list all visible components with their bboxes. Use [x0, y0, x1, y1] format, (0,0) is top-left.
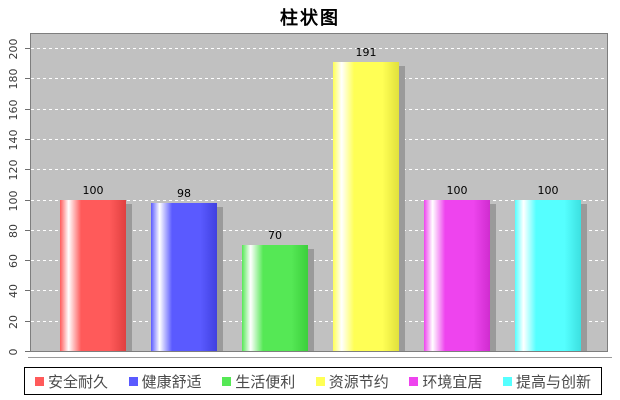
bar-value-label: 191 [355, 45, 377, 59]
bar-value-label: 100 [446, 183, 468, 197]
y-tick-160 [25, 108, 30, 110]
bar-shadow [126, 203, 132, 351]
y-tick-60 [25, 260, 30, 262]
gridline-160 [31, 108, 607, 110]
legend-label: 安全耐久 [48, 374, 109, 391]
bar-value-label: 100 [82, 183, 104, 197]
x-axis-line [28, 357, 612, 358]
bar-shadow [581, 203, 587, 351]
legend-color-swatch-icon [222, 376, 232, 386]
gridline-20 [31, 320, 607, 322]
chart-title: 柱状图 [280, 8, 340, 29]
bar-6[interactable] [515, 199, 581, 351]
bar-3[interactable] [242, 244, 308, 351]
y-tick-200 [25, 48, 30, 49]
legend-item-2[interactable]: 健康舒适 [128, 371, 202, 392]
bar-shadow [399, 65, 405, 351]
y-tick-120 [25, 169, 30, 171]
bar-shadow [490, 203, 496, 351]
gridline-100 [31, 199, 607, 201]
legend-label: 健康舒适 [141, 374, 202, 391]
bar-1[interactable] [60, 199, 126, 351]
y-tick-20 [25, 320, 30, 322]
legend-item-1[interactable]: 安全耐久 [35, 371, 108, 392]
y-axis: 0 20 40 60 80 100 120 140 160 180 200 [0, 33, 30, 356]
gridline-140 [31, 138, 607, 140]
legend-color-swatch-icon [35, 376, 44, 386]
legend-item-5[interactable]: 环境宜居 [409, 371, 482, 392]
legend-item-6[interactable]: 提高与创新 [502, 371, 591, 392]
legend-color-swatch-icon [502, 376, 512, 386]
legend-item-4[interactable]: 资源节约 [315, 371, 389, 392]
bar-5[interactable] [424, 199, 490, 351]
y-tick-100 [25, 199, 30, 201]
y-tick-label: 200 [7, 38, 20, 60]
gridline-120 [31, 169, 607, 171]
bar-value-label: 100 [537, 183, 559, 197]
legend-color-swatch-icon [409, 376, 419, 386]
y-tick-140 [25, 138, 30, 140]
legend-label: 生活便利 [235, 374, 296, 391]
gridline-40 [31, 290, 607, 292]
gridline-60 [31, 260, 607, 262]
y-tick-80 [25, 229, 30, 231]
bar-4[interactable] [333, 61, 399, 351]
legend-color-swatch-icon [315, 376, 325, 386]
plot-area: 100 98 70 191 100 100 [30, 33, 608, 352]
bar-2[interactable] [151, 202, 217, 351]
gridline-200 [31, 48, 607, 49]
y-tick-40 [25, 290, 30, 292]
y-tick-0 [25, 351, 30, 352]
gridline-180 [31, 78, 607, 80]
gridline-80 [31, 229, 607, 231]
bar-shadow [217, 206, 223, 351]
legend: 安全耐久 健康舒适 生活便利 资源节约 环境宜居 提高与创新 [24, 367, 602, 395]
legend-label: 资源节约 [328, 374, 389, 391]
bar-shadow [308, 248, 314, 351]
legend-label: 环境宜居 [422, 374, 483, 391]
legend-color-swatch-icon [128, 376, 138, 386]
legend-label: 提高与创新 [515, 374, 591, 391]
y-tick-180 [25, 78, 30, 80]
bar-value-label: 70 [268, 228, 282, 242]
legend-item-3[interactable]: 生活便利 [222, 371, 295, 392]
bar-value-label: 98 [177, 186, 191, 200]
